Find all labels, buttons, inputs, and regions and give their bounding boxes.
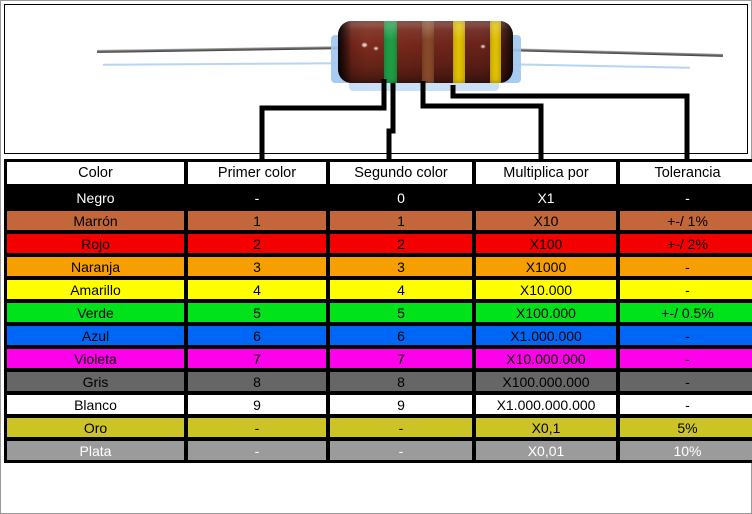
second-digit-cell: 2: [329, 233, 473, 254]
table-row: Naranja 3 3 X1000-: [6, 256, 752, 277]
multiplier-cell: X0,1: [475, 417, 617, 438]
first-digit-cell: -: [187, 440, 327, 461]
multiplier-cell: X10.000: [475, 279, 617, 300]
resistor-highlight-b: [374, 47, 378, 50]
second-digit-cell: 9: [329, 394, 473, 415]
column-header-primer: Primer color: [187, 161, 327, 185]
color-name-cell: Verde: [6, 302, 185, 323]
resistor-right-lead-shadow: [509, 63, 691, 69]
resistor-left-lead: [96, 46, 343, 53]
tolerance-cell: +-/ 1%: [619, 210, 752, 231]
tolerance-cell: -: [619, 325, 752, 346]
second-digit-cell: 1: [329, 210, 473, 231]
multiplier-cell: X0,01: [475, 440, 617, 461]
resistor-right-lead: [507, 48, 724, 57]
tolerance-cell: -: [619, 348, 752, 369]
first-digit-cell: 2: [187, 233, 327, 254]
resistor-endcap-left: [338, 21, 351, 83]
table-row: Azul 6 6 X1.000.000-: [6, 325, 752, 346]
multiplier-cell: X1000: [475, 256, 617, 277]
second-digit-cell: 4: [329, 279, 473, 300]
tolerance-cell: +-/ 2%: [619, 233, 752, 254]
second-digit-cell: 7: [329, 348, 473, 369]
tolerance-cell: -: [619, 187, 752, 208]
table-header-row: Color Primer color Segundo color Multipl…: [6, 161, 752, 185]
resistor-band-1-verde: [384, 21, 397, 83]
color-name-cell: Negro: [6, 187, 185, 208]
color-name-cell: Amarillo: [6, 279, 185, 300]
column-header-segundo: Segundo color: [329, 161, 473, 185]
color-name-cell: Gris: [6, 371, 185, 392]
multiplier-cell: X100.000.000: [475, 371, 617, 392]
first-digit-cell: -: [187, 417, 327, 438]
resistor-endcap-right: [500, 21, 513, 83]
second-digit-cell: -: [329, 440, 473, 461]
first-digit-cell: 7: [187, 348, 327, 369]
second-digit-cell: 0: [329, 187, 473, 208]
color-name-cell: Plata: [6, 440, 185, 461]
multiplier-cell: X100: [475, 233, 617, 254]
color-name-cell: Azul: [6, 325, 185, 346]
tolerance-cell: -: [619, 394, 752, 415]
table-row: Verde 5 5 X100.000 +-/ 0.5%: [6, 302, 752, 323]
second-digit-cell: -: [329, 417, 473, 438]
table-row: Oro - - X0,1 5%: [6, 417, 752, 438]
column-header-color: Color: [6, 161, 185, 185]
second-digit-cell: 8: [329, 371, 473, 392]
resistor-band-3-amarillo: [453, 21, 465, 83]
first-digit-cell: 6: [187, 325, 327, 346]
resistor-color-code-table: Color Primer color Segundo color Multipl…: [4, 159, 752, 463]
color-name-cell: Marrón: [6, 210, 185, 231]
table-row: Plata - - X0,01 10%: [6, 440, 752, 461]
color-name-cell: Naranja: [6, 256, 185, 277]
second-digit-cell: 3: [329, 256, 473, 277]
tolerance-cell: -: [619, 279, 752, 300]
resistor-highlight-c: [481, 45, 485, 48]
multiplier-cell: X1: [475, 187, 617, 208]
multiplier-cell: X100.000: [475, 302, 617, 323]
first-digit-cell: 8: [187, 371, 327, 392]
tolerance-cell: -: [619, 256, 752, 277]
table-row: Blanco 9 9 X1.000.000.000-: [6, 394, 752, 415]
multiplier-cell: X1.000.000: [475, 325, 617, 346]
tolerance-cell: 5%: [619, 417, 752, 438]
multiplier-cell: X10.000.000: [475, 348, 617, 369]
tolerance-cell: 10%: [619, 440, 752, 461]
column-header-tol: Tolerancia: [619, 161, 752, 185]
resistor-band-2-marron: [422, 21, 434, 83]
resistor-photo-stage: [5, 5, 747, 153]
first-digit-cell: 5: [187, 302, 327, 323]
color-name-cell: Rojo: [6, 233, 185, 254]
second-digit-cell: 5: [329, 302, 473, 323]
first-digit-cell: 3: [187, 256, 327, 277]
table-row: Marrón 1 1 X10 +-/ 1%: [6, 210, 752, 231]
first-digit-cell: -: [187, 187, 327, 208]
table-body: Negro -0 X1- Marrón 1 1 X10 +-/ 1% Rojo 2 2 X100 +-/…: [6, 187, 752, 461]
resistor-photo-panel: [4, 4, 748, 154]
color-name-cell: Violeta: [6, 348, 185, 369]
tolerance-cell: +-/ 0.5%: [619, 302, 752, 323]
table-row: Gris 8 8 X100.000.000-: [6, 371, 752, 392]
table-row: Rojo 2 2 X100 +-/ 2%: [6, 233, 752, 254]
resistor-highlight-a: [362, 43, 367, 47]
color-name-cell: Blanco: [6, 394, 185, 415]
first-digit-cell: 9: [187, 394, 327, 415]
tolerance-cell: -: [619, 371, 752, 392]
color-name-cell: Oro: [6, 417, 185, 438]
table-row: Negro -0 X1-: [6, 187, 752, 208]
multiplier-cell: X1.000.000.000: [475, 394, 617, 415]
column-header-mult: Multiplica por: [475, 161, 617, 185]
resistor-band-4-amarillo: [490, 21, 501, 83]
first-digit-cell: 1: [187, 210, 327, 231]
multiplier-cell: X10: [475, 210, 617, 231]
first-digit-cell: 4: [187, 279, 327, 300]
table-row: Violeta 7 7 X10.000.000-: [6, 348, 752, 369]
second-digit-cell: 6: [329, 325, 473, 346]
resistor-body: [338, 21, 513, 83]
resistor-left-lead-shadow: [102, 62, 344, 66]
table-row: Amarillo 4 4 X10.000-: [6, 279, 752, 300]
